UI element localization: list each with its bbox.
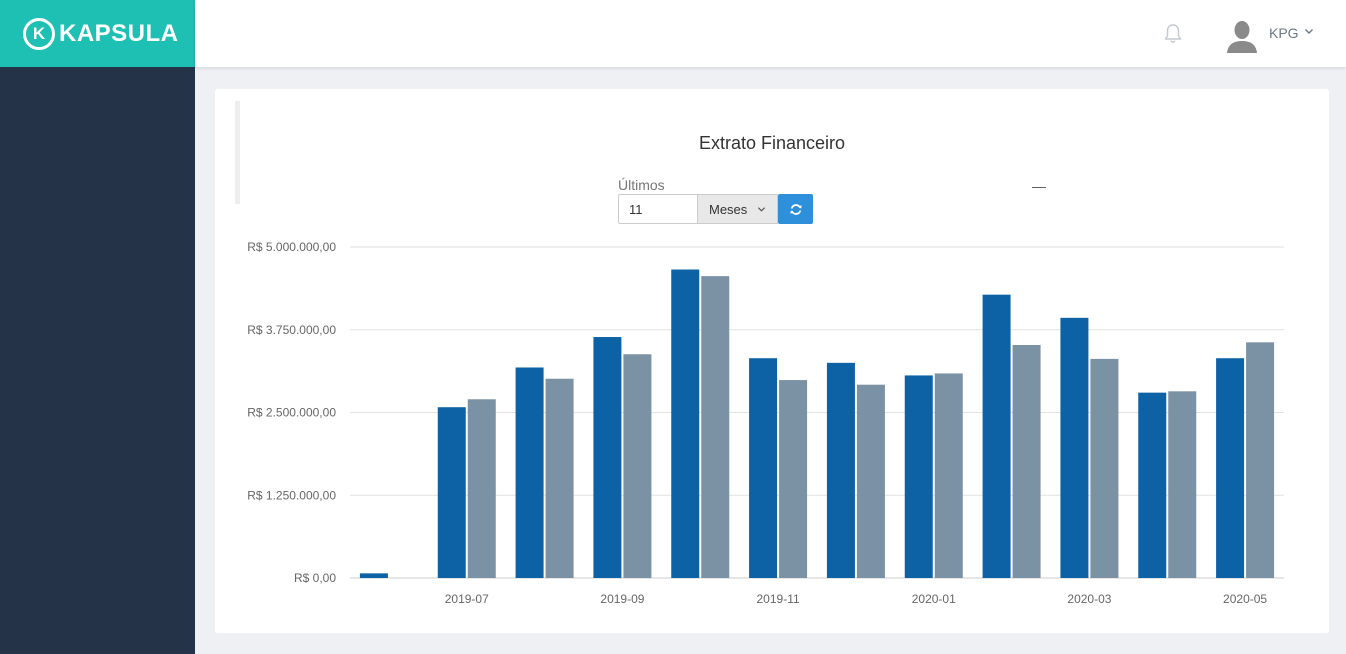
- bar-series-1[interactable]: [1060, 317, 1089, 578]
- range-separator: —: [1032, 178, 1046, 194]
- card-accent: [235, 101, 240, 204]
- chart-card: Extrato Financeiro Últimos — Meses R$ 0,…: [215, 89, 1329, 633]
- brand-logo[interactable]: K KAPSULA: [0, 0, 195, 67]
- bell-icon[interactable]: [1163, 23, 1183, 45]
- bar-series-1[interactable]: [437, 407, 466, 578]
- y-tick-label: R$ 2.500.000,00: [247, 406, 336, 420]
- bar-series-1[interactable]: [515, 367, 544, 578]
- x-tick-label: 2019-07: [445, 592, 489, 606]
- logo-icon: K: [23, 17, 55, 50]
- bar-series-2[interactable]: [779, 380, 808, 578]
- bar-series-2[interactable]: [1168, 391, 1197, 578]
- months-count-input[interactable]: [618, 194, 698, 224]
- user-name[interactable]: KPG: [1269, 25, 1299, 41]
- bar-series-2[interactable]: [545, 378, 574, 578]
- bar-series-1[interactable]: [749, 358, 778, 578]
- x-tick-label: 2020-01: [912, 592, 956, 606]
- bar-series-2[interactable]: [934, 373, 963, 578]
- brand-name: KAPSULA: [59, 19, 179, 47]
- top-bar: KPG: [195, 0, 1346, 67]
- bar-series-1[interactable]: [1216, 358, 1245, 578]
- period-unit-value: Meses: [709, 201, 748, 217]
- bar-series-1[interactable]: [359, 573, 388, 578]
- bar-series-1[interactable]: [1138, 392, 1167, 578]
- x-tick-label: 2019-11: [757, 592, 800, 606]
- y-tick-label: R$ 3.750.000,00: [247, 323, 336, 337]
- x-tick-label: 2020-03: [1067, 592, 1111, 606]
- y-tick-label: R$ 5.000.000,00: [247, 240, 336, 254]
- bar-series-1[interactable]: [904, 375, 933, 578]
- bar-series-1[interactable]: [671, 269, 700, 578]
- sidebar: [0, 0, 195, 654]
- chevron-down-icon[interactable]: [1304, 26, 1314, 36]
- bar-series-1[interactable]: [826, 362, 855, 578]
- bar-series-1[interactable]: [593, 337, 622, 578]
- bar-series-2[interactable]: [701, 276, 730, 578]
- bar-series-2[interactable]: [623, 354, 652, 578]
- bar-series-2[interactable]: [1012, 344, 1041, 578]
- avatar[interactable]: [1226, 19, 1258, 53]
- bar-series-2[interactable]: [1246, 342, 1275, 578]
- bar-series-1[interactable]: [982, 294, 1011, 578]
- y-tick-label: R$ 1.250.000,00: [247, 488, 336, 502]
- chart-title: Extrato Financeiro: [698, 133, 846, 153]
- refresh-button[interactable]: [778, 194, 813, 224]
- bar-series-2[interactable]: [467, 399, 496, 578]
- x-tick-label: 2020-05: [1223, 592, 1267, 606]
- bar-series-2[interactable]: [1090, 358, 1119, 578]
- refresh-icon: [789, 203, 802, 215]
- bar-chart: R$ 0,00 R$ 1.250.000,00 R$ 2.500.000,00 R$ …: [247, 240, 1284, 606]
- y-tick-label: R$ 0,00: [294, 571, 336, 585]
- x-tick-label: 2019-09: [600, 592, 644, 606]
- period-unit-select[interactable]: Meses: [697, 194, 778, 224]
- bar-series-2[interactable]: [856, 384, 885, 578]
- period-label: Últimos: [618, 177, 665, 193]
- chevron-down-icon: [757, 207, 766, 212]
